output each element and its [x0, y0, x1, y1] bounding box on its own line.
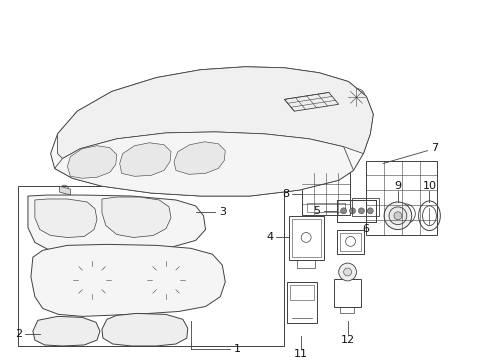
Circle shape [388, 207, 406, 225]
Bar [339, 233, 361, 251]
Circle shape [141, 327, 147, 333]
Polygon shape [28, 195, 205, 252]
Circle shape [158, 272, 174, 288]
Circle shape [61, 327, 71, 337]
Polygon shape [284, 93, 338, 111]
Text: 11: 11 [294, 349, 307, 359]
Bar [289, 216, 323, 260]
Circle shape [138, 252, 193, 307]
Text: 1: 1 [233, 344, 240, 354]
Polygon shape [102, 314, 187, 346]
Polygon shape [102, 197, 171, 238]
Bar [287, 282, 316, 323]
Bar [336, 230, 364, 254]
Text: 12: 12 [340, 335, 354, 345]
Circle shape [343, 268, 351, 276]
Bar [292, 219, 320, 257]
Text: 9: 9 [393, 181, 401, 191]
Bar [333, 279, 361, 306]
Polygon shape [51, 67, 372, 196]
Text: 8: 8 [281, 189, 288, 199]
Circle shape [41, 337, 48, 343]
Bar [297, 260, 314, 268]
Bar [302, 173, 349, 215]
Bar [18, 186, 284, 346]
Text: 7: 7 [430, 143, 437, 153]
Circle shape [338, 263, 356, 281]
Polygon shape [35, 199, 97, 238]
Circle shape [64, 252, 120, 307]
Circle shape [349, 208, 355, 214]
Circle shape [358, 208, 364, 214]
Text: 5: 5 [313, 206, 320, 216]
Polygon shape [55, 132, 353, 196]
Bar [306, 203, 344, 212]
Circle shape [340, 208, 346, 214]
Text: 10: 10 [422, 181, 436, 191]
Text: 2: 2 [16, 329, 22, 339]
Bar [336, 200, 375, 222]
Polygon shape [120, 143, 171, 176]
Circle shape [84, 272, 100, 288]
Polygon shape [174, 142, 225, 174]
Circle shape [146, 260, 185, 300]
Text: 6: 6 [361, 224, 368, 234]
Bar [339, 306, 354, 314]
Circle shape [177, 217, 184, 225]
Text: 3: 3 [218, 207, 225, 217]
Polygon shape [58, 67, 372, 158]
Bar [366, 161, 436, 234]
Polygon shape [67, 146, 117, 178]
Text: 4: 4 [265, 233, 273, 243]
Bar [336, 200, 375, 222]
Circle shape [366, 208, 372, 214]
Bar [351, 198, 378, 216]
Circle shape [393, 212, 401, 220]
Polygon shape [31, 244, 225, 316]
Bar [290, 285, 313, 300]
Circle shape [383, 202, 411, 230]
Polygon shape [60, 186, 70, 195]
Circle shape [137, 323, 151, 337]
Circle shape [72, 260, 112, 300]
Polygon shape [33, 316, 100, 346]
